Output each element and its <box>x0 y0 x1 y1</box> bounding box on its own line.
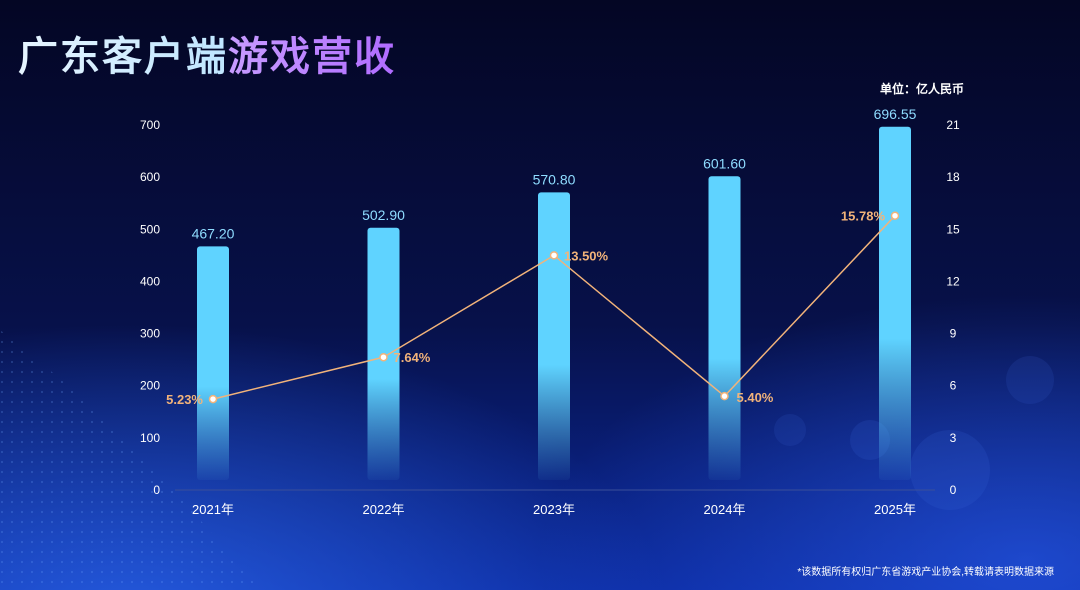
y-right-tick-label: 21 <box>946 118 960 132</box>
bar <box>879 126 911 481</box>
y-right-tick-label: 18 <box>946 170 960 184</box>
growth-label: 15.78% <box>841 209 886 224</box>
x-axis: 2021年 2022年 2023年 2024年 2025年 <box>192 502 916 517</box>
page-title: 广东客户端游戏营收 <box>18 24 396 82</box>
bar-series <box>197 126 911 481</box>
x-tick-label: 2024年 <box>704 502 746 517</box>
growth-point <box>890 211 900 220</box>
growth-point <box>549 251 559 260</box>
y-left-tick-label: 600 <box>140 170 160 184</box>
bar-value-label: 696.55 <box>874 106 917 122</box>
title-part-1: 广东客户端 <box>18 35 228 79</box>
x-tick-label: 2021年 <box>192 502 234 517</box>
bar-value-label: 467.20 <box>192 225 235 241</box>
y-axis-left: 0 100 200 300 400 500 600 700 <box>140 118 160 497</box>
source-note: *该数据所有权归广东省游戏产业协会,转载请表明数据来源 <box>797 567 1054 578</box>
bar-value-label: 502.90 <box>362 207 405 223</box>
y-left-tick-label: 500 <box>140 222 160 236</box>
y-left-tick-label: 400 <box>140 274 160 288</box>
growth-label: 13.50% <box>564 248 609 263</box>
y-right-tick-label: 15 <box>946 222 960 236</box>
bar <box>708 176 741 480</box>
bar-value-label: 570.80 <box>533 171 576 187</box>
growth-label: 7.64% <box>394 350 431 365</box>
y-right-tick-label: 12 <box>946 274 960 288</box>
growth-point <box>208 394 218 404</box>
y-left-tick-label: 0 <box>153 483 160 497</box>
bar <box>538 192 570 480</box>
y-right-tick-label: 3 <box>950 431 957 445</box>
bar-value-label: 601.60 <box>703 155 746 171</box>
y-left-tick-label: 700 <box>140 118 160 132</box>
growth-line-series <box>208 211 900 404</box>
title-part-2: 游戏营收 <box>228 35 396 79</box>
growth-label: 5.40% <box>737 390 774 405</box>
growth-point <box>720 391 729 401</box>
x-tick-label: 2025年 <box>874 502 916 517</box>
x-tick-label: 2023年 <box>533 502 575 517</box>
bar-value-labels: 467.20 502.90 570.80 601.60 696.55 <box>192 106 917 242</box>
y-left-tick-label: 200 <box>140 379 160 393</box>
y-left-tick-label: 100 <box>140 431 160 445</box>
y-right-tick-label: 0 <box>950 483 957 497</box>
growth-labels: 5.23% 7.64% 13.50% 5.40% 15.78% <box>166 209 885 407</box>
y-right-tick-label: 9 <box>950 327 957 341</box>
growth-label: 5.23% <box>166 392 203 407</box>
growth-point <box>379 352 388 362</box>
unit-label: 单位：亿人民币 <box>879 82 964 96</box>
y-right-tick-label: 6 <box>950 379 957 393</box>
y-left-tick-label: 300 <box>140 327 160 341</box>
x-tick-label: 2022年 <box>363 502 405 517</box>
bar <box>197 246 229 480</box>
y-axis-right: 0 3 6 9 12 15 18 21 <box>946 118 960 497</box>
